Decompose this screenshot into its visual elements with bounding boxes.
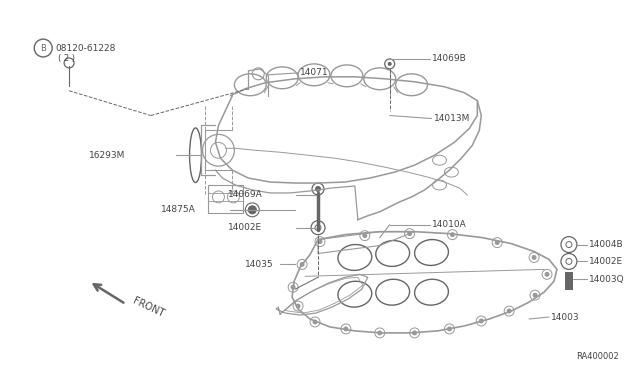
Text: 14035: 14035 bbox=[245, 260, 274, 269]
Text: B: B bbox=[40, 44, 46, 52]
Circle shape bbox=[447, 327, 452, 331]
Text: 14003Q: 14003Q bbox=[589, 275, 625, 284]
Circle shape bbox=[362, 233, 367, 238]
Text: 16293M: 16293M bbox=[89, 151, 125, 160]
Circle shape bbox=[450, 232, 455, 237]
Circle shape bbox=[317, 239, 323, 244]
Circle shape bbox=[315, 186, 321, 192]
Text: 14875A: 14875A bbox=[161, 205, 195, 214]
Circle shape bbox=[300, 262, 305, 267]
Text: RA400002: RA400002 bbox=[576, 352, 619, 361]
Circle shape bbox=[545, 272, 550, 277]
Circle shape bbox=[291, 285, 296, 290]
Circle shape bbox=[344, 327, 348, 331]
Circle shape bbox=[479, 318, 484, 324]
Text: 14069A: 14069A bbox=[228, 190, 263, 199]
Text: 14003: 14003 bbox=[551, 312, 580, 321]
Text: 14069B: 14069B bbox=[431, 54, 467, 64]
Circle shape bbox=[377, 330, 382, 336]
Bar bbox=[209, 185, 243, 213]
Circle shape bbox=[388, 62, 392, 66]
Text: 14010A: 14010A bbox=[431, 220, 467, 229]
Circle shape bbox=[507, 309, 511, 314]
Circle shape bbox=[532, 255, 536, 260]
Bar bbox=[565, 272, 573, 290]
Circle shape bbox=[532, 293, 538, 298]
Circle shape bbox=[495, 240, 500, 245]
Text: FRONT: FRONT bbox=[131, 295, 165, 319]
Circle shape bbox=[407, 231, 412, 236]
Circle shape bbox=[296, 304, 301, 309]
Circle shape bbox=[412, 330, 417, 336]
Text: 14002E: 14002E bbox=[228, 223, 262, 232]
Text: 14071: 14071 bbox=[300, 68, 329, 77]
Text: 14013M: 14013M bbox=[433, 114, 470, 123]
Text: 14002E: 14002E bbox=[589, 257, 623, 266]
Circle shape bbox=[312, 320, 317, 324]
Text: ( 2 ): ( 2 ) bbox=[58, 54, 75, 64]
Text: 14004B: 14004B bbox=[589, 240, 623, 249]
Circle shape bbox=[248, 206, 256, 214]
Text: 08120-61228: 08120-61228 bbox=[55, 44, 116, 52]
